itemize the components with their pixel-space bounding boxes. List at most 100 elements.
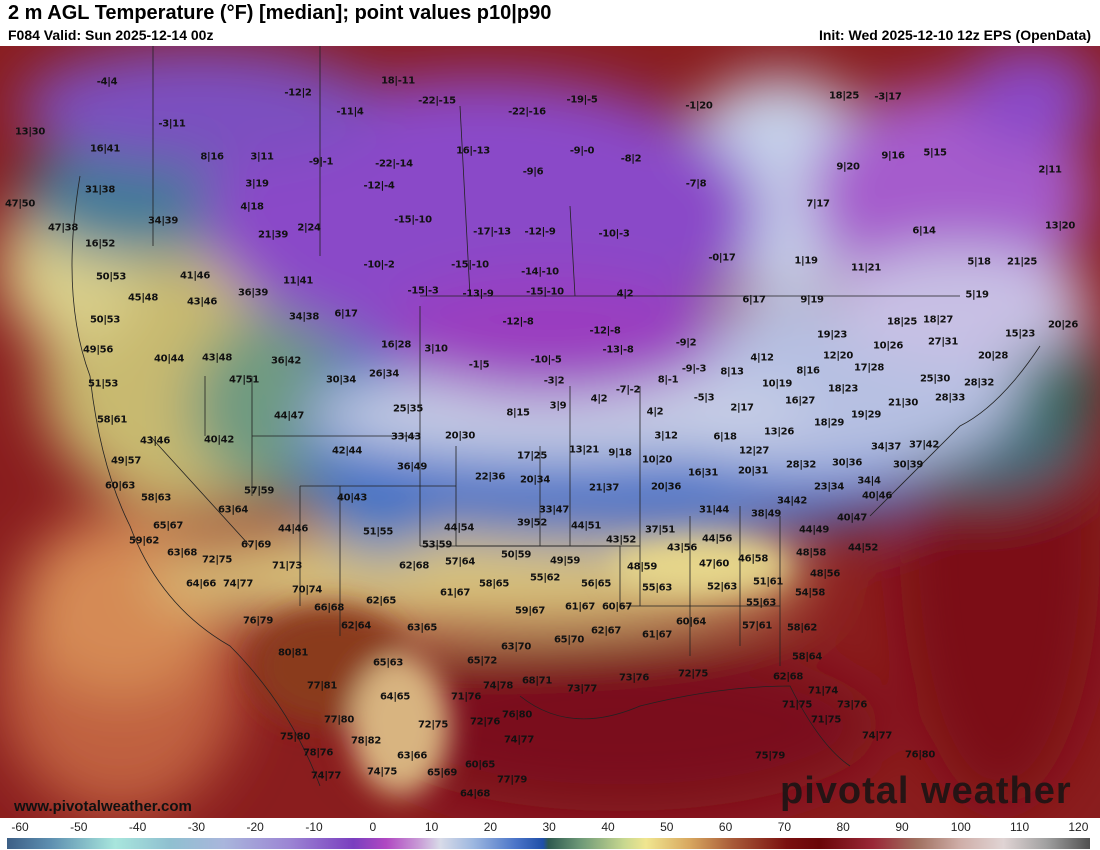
point-value-label: 67|69 [241,539,271,551]
point-value-label: -7|-2 [615,384,641,396]
point-value-label: 18|25 [887,316,917,328]
point-value-label: 44|51 [571,520,601,532]
point-value-label: 38|49 [751,508,781,520]
pivotal-weather-logo: pivotal weather [780,770,1072,812]
point-value-label: -22|-14 [375,158,413,170]
point-value-label: 75|80 [280,731,310,743]
point-value-label: -10|-2 [363,259,395,271]
point-value-label: 4|2 [646,406,664,418]
point-value-label: 74|77 [504,734,534,746]
colorbar-tick-label: 20 [483,820,498,834]
point-value-label: 61|67 [440,587,470,599]
point-value-label: 60|63 [105,480,135,492]
point-value-label: 57|59 [244,485,274,497]
colorbar-tick-label: 80 [836,820,850,834]
point-value-label: 78|82 [351,735,381,747]
point-value-label: 10|26 [873,340,903,352]
point-value-label: 57|61 [742,620,772,632]
point-value-label: 49|57 [111,455,141,467]
point-value-label: 23|34 [814,481,844,493]
point-value-label: 78|76 [303,747,333,759]
point-value-label: 31|44 [699,504,729,516]
point-value-label: -7|8 [685,178,707,190]
point-value-label: -3|11 [158,118,186,130]
point-value-label: 52|63 [707,581,737,593]
point-value-label: 37|51 [645,524,675,536]
point-value-label: -12|-9 [524,226,556,238]
point-value-label: 5|18 [967,256,991,268]
point-value-label: -15|-10 [526,286,564,298]
colorbar-tick-label: 10 [424,820,439,834]
point-value-label: 6|14 [912,225,936,237]
point-value-label: 10|20 [642,454,672,466]
point-value-label: 55|63 [746,597,776,609]
temperature-map[interactable]: -4|4 -12|2 18|-11 -22|-15 -11|4 -22|-16 -19|-5… [0,46,1100,818]
point-value-label: 20|30 [445,430,475,442]
point-value-label: -0|17 [708,252,736,264]
point-value-label: 58|63 [141,492,171,504]
point-value-label: 44|46 [278,523,308,535]
point-value-label: 72|76 [470,716,500,728]
temperature-field [0,46,1100,818]
state-borders [71,46,1041,787]
point-value-label: 71|76 [451,691,481,703]
point-value-label: 16|52 [85,238,115,250]
colorbar-tick-label: -30 [187,820,206,834]
point-value-label: -12|2 [284,87,312,99]
point-value-label: 51|61 [753,576,783,588]
website-link[interactable]: www.pivotalweather.com [14,798,192,815]
point-value-label: 72|75 [678,668,708,680]
colorbar-tick-label: 120 [1068,820,1089,834]
point-value-label: 55|62 [530,572,560,584]
point-value-label: 61|67 [565,601,595,613]
point-value-label: 40|43 [337,492,367,504]
point-value-label: 63|68 [167,547,197,559]
point-value-label: 28|32 [786,459,816,471]
point-value-label: 3|12 [654,430,678,442]
point-value-label: 9|19 [800,294,824,306]
point-value-label: 50|53 [90,314,120,326]
point-value-label: 44|47 [274,410,304,422]
point-value-label: 18|27 [923,314,953,326]
point-value-label: 11|41 [283,275,313,287]
point-value-label: 40|42 [204,434,234,446]
point-value-label: 76|79 [243,615,273,627]
point-value-label: 16|28 [381,339,411,351]
point-value-label: -9|-1 [308,156,334,168]
point-value-label: 55|63 [642,582,672,594]
point-value-label: -4|4 [96,76,118,88]
point-value-label: 49|59 [550,555,580,567]
point-value-label: 53|59 [422,539,452,551]
point-value-label: 71|75 [811,714,841,726]
point-value-label: 49|56 [83,344,113,356]
point-value-label: 13|21 [569,444,599,456]
point-value-label: 15|23 [1005,328,1035,340]
point-value-label: -9|2 [675,337,697,349]
point-value-label: 13|30 [15,126,45,138]
point-value-label: 36|49 [397,461,427,473]
point-value-label: 64|65 [380,691,410,703]
point-value-label: 60|67 [602,601,632,613]
point-value-label: 37|42 [909,439,939,451]
point-value-label: -1|20 [685,100,713,112]
point-value-label: 33|47 [539,504,569,516]
point-value-label: -12|-8 [502,316,534,328]
point-value-label: 62|68 [399,560,429,572]
point-value-label: 16|31 [688,467,718,479]
point-value-label: 18|23 [828,383,858,395]
point-value-label: -12|-8 [589,325,621,337]
colorbar-tick-label: 60 [718,820,733,834]
point-value-label: 42|44 [332,445,362,457]
colorbar-tick-label: 110 [1010,820,1030,834]
point-value-label: 7|17 [806,198,830,210]
point-value-label: 9|16 [881,150,905,162]
point-value-label: 17|25 [517,450,547,462]
point-value-label: 77|79 [497,774,527,786]
point-value-label: 74|77 [311,770,341,782]
point-value-label: 71|74 [808,685,838,697]
point-value-label: 47|50 [5,198,35,210]
point-value-label: -13|-8 [602,344,634,356]
point-value-label: 58|62 [787,622,817,634]
point-value-label: 5|15 [923,147,947,159]
point-value-label: 31|38 [85,184,115,196]
